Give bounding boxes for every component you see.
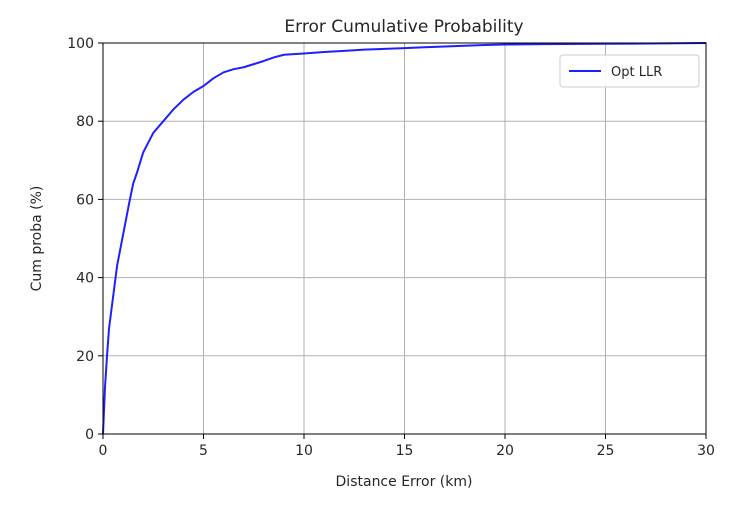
x-tick-label: 30 — [697, 443, 715, 459]
x-tick-label: 20 — [496, 443, 514, 459]
x-tick-label: 10 — [295, 443, 313, 459]
x-tick-label: 5 — [199, 443, 208, 459]
y-axis-label: Cum proba (%) — [29, 186, 45, 292]
y-tick-label: 40 — [76, 271, 94, 287]
y-tick-label: 0 — [85, 427, 94, 443]
x-tick-label: 25 — [597, 443, 615, 459]
y-tick-label: 20 — [76, 349, 94, 365]
legend: Opt LLR — [559, 54, 700, 88]
y-tick-label: 100 — [67, 36, 94, 52]
chart-title: Error Cumulative Probability — [284, 17, 523, 37]
series-lines — [102, 42, 707, 435]
x-axis-label: Distance Error (km) — [336, 474, 473, 490]
x-tick-label: 15 — [396, 443, 414, 459]
legend-label-opt-llr: Opt LLR — [611, 65, 662, 80]
legend-box — [559, 54, 700, 88]
y-tick-label: 80 — [76, 114, 94, 130]
x-tick-label: 0 — [99, 443, 108, 459]
series-line-opt-llr — [102, 42, 707, 435]
axis-ticks: 0 5 10 15 20 25 30 0 20 40 60 80 100 — [67, 36, 715, 459]
y-tick-label: 60 — [76, 192, 94, 208]
grid — [102, 42, 707, 435]
